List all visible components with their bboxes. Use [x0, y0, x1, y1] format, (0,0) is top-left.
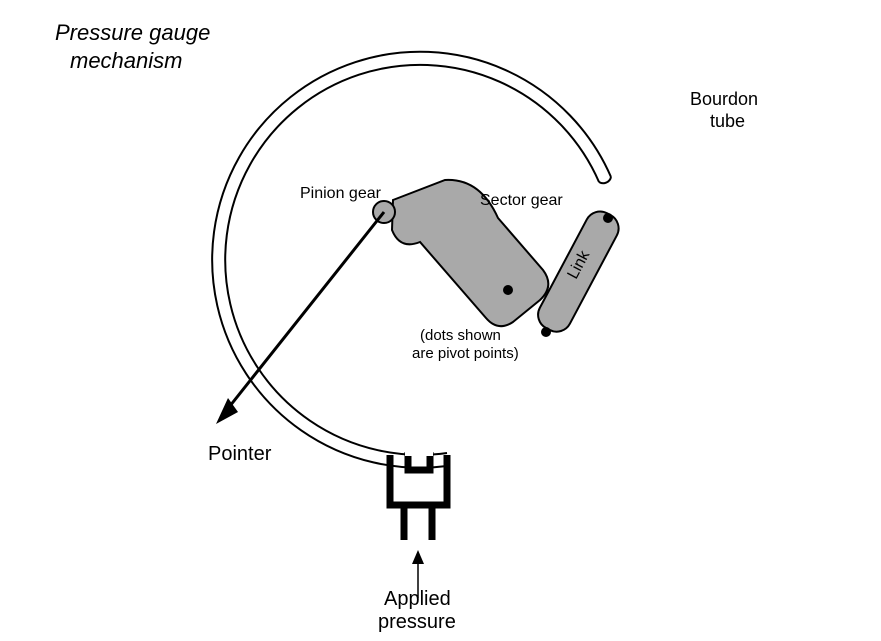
pivot-dot-link-top — [603, 213, 613, 223]
bourdon-label-1: Bourdon — [690, 89, 758, 109]
pinion-label: Pinion gear — [300, 185, 382, 202]
bourdon-tube-inner — [225, 65, 599, 455]
pressure-socket — [390, 448, 447, 540]
sector-label: Sector gear — [480, 192, 563, 209]
pointer-needle — [216, 212, 384, 424]
bourdon-tube-cap — [599, 177, 611, 183]
pivot-dot-link-bottom — [541, 327, 551, 337]
pointer-label: Pointer — [208, 443, 272, 465]
pivot-dot-sector — [503, 285, 513, 295]
applied-label-1: Applied — [384, 588, 451, 610]
title-line2: mechanism — [70, 48, 182, 73]
title-line1: Pressure gauge — [55, 20, 210, 45]
diagram-canvas: Pressure gauge mechanism Bourd — [0, 0, 881, 641]
pivot-note-2: are pivot points) — [412, 345, 519, 362]
bourdon-label-2: tube — [710, 111, 745, 131]
applied-label-2: pressure — [378, 611, 456, 633]
pivot-note-1: (dots shown — [420, 327, 501, 344]
